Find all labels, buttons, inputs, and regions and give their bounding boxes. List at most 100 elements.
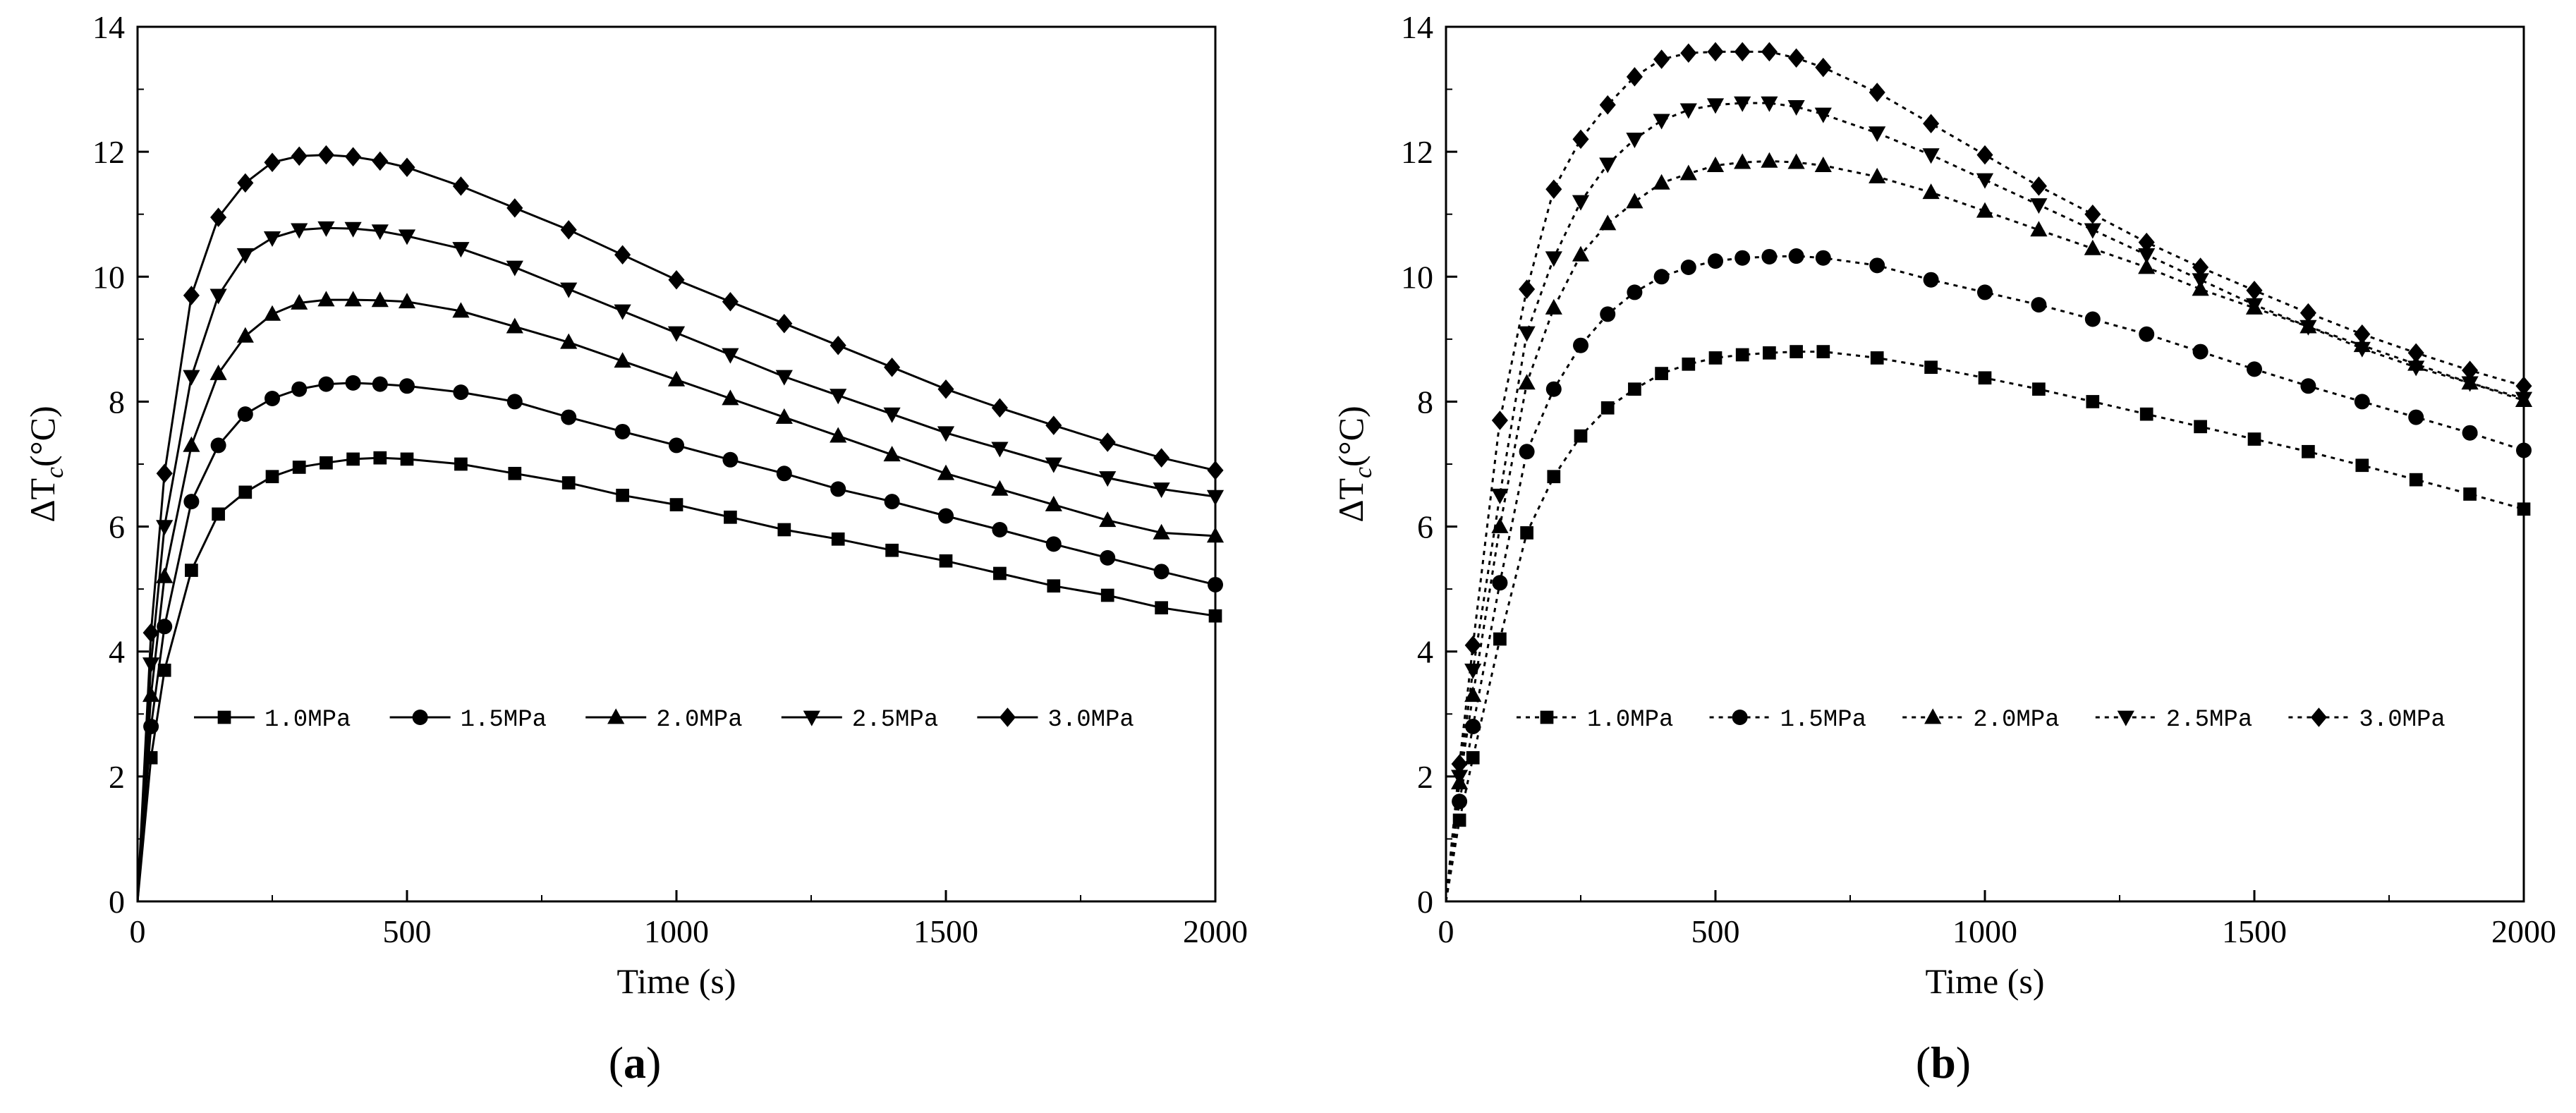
data-point (371, 224, 389, 241)
data-point (992, 522, 1008, 537)
data-point (345, 375, 361, 391)
data-point (830, 481, 846, 497)
data-point (2462, 425, 2478, 441)
data-point (2031, 297, 2047, 313)
data-point (561, 409, 577, 425)
data-point (346, 452, 360, 466)
x-tick-label: 500 (1691, 913, 1740, 949)
x-tick-label: 2000 (1183, 913, 1248, 949)
data-point (991, 480, 1009, 496)
data-point (2300, 378, 2316, 394)
data-point (1761, 248, 1778, 264)
data-point (2516, 442, 2532, 458)
data-point (776, 313, 793, 334)
data-point (830, 335, 846, 355)
series-2.5MPa (136, 221, 1225, 902)
data-point (1976, 173, 1994, 189)
y-tick-label: 8 (109, 384, 125, 420)
panel-label-open: ( (1916, 1038, 1931, 1088)
legend-marker (1924, 708, 1942, 724)
series-3.0MPa (1445, 42, 2532, 902)
data-point (939, 554, 953, 568)
legend-label: 2.0MPa (1973, 707, 2059, 734)
data-point (1653, 49, 1670, 69)
data-point (1626, 67, 1643, 87)
data-point (1465, 719, 1481, 734)
data-point (2515, 391, 2533, 408)
data-point (1708, 253, 1723, 269)
x-tick-label: 1500 (913, 913, 978, 949)
data-point (1976, 145, 1993, 165)
data-point (614, 423, 631, 439)
data-point (372, 376, 388, 392)
data-point (1923, 114, 1940, 134)
data-point (2138, 232, 2155, 253)
data-point (2246, 281, 2263, 300)
data-point (183, 494, 200, 510)
data-point (1600, 401, 1615, 415)
data-point (156, 463, 173, 484)
data-point (883, 446, 901, 462)
data-point (1153, 448, 1170, 468)
x-tick-label: 1000 (644, 913, 709, 949)
legend-marker (217, 710, 231, 724)
data-point (1706, 98, 1725, 114)
data-point (2299, 320, 2317, 336)
data-point (2030, 221, 2048, 237)
y-tick-label: 10 (1401, 259, 1433, 295)
data-point (317, 145, 334, 165)
data-point (142, 657, 160, 674)
data-point (2407, 360, 2425, 377)
data-point (830, 389, 847, 405)
data-point (2084, 223, 2101, 239)
data-point (1572, 195, 1590, 211)
data-point (1153, 482, 1170, 499)
x-tick-label: 0 (130, 913, 146, 949)
data-point (399, 157, 415, 178)
legend-label: 1.5MPa (1780, 707, 1866, 734)
data-point (561, 476, 576, 489)
data-point (1653, 269, 1670, 285)
legend-marker (2310, 707, 2327, 727)
x-tick-label: 1500 (2222, 913, 2287, 949)
x-tick-label: 1000 (1952, 913, 2017, 949)
data-point (1100, 549, 1116, 566)
data-point (1545, 298, 1562, 315)
data-point (722, 291, 739, 312)
data-point (1788, 48, 1805, 68)
data-point (1816, 345, 1830, 358)
data-point (991, 442, 1009, 458)
data-point (2194, 420, 2207, 434)
series-2.0MPa (1445, 152, 2533, 902)
data-point (212, 507, 225, 521)
x-axis-title: Time (s) (1925, 961, 2044, 1001)
data-point (2354, 324, 2371, 344)
data-point (452, 176, 469, 196)
data-point (1045, 495, 1062, 511)
data-point (616, 488, 629, 502)
data-point (1814, 156, 1832, 172)
data-point (1464, 663, 1482, 679)
y-axis-title-unit: (°C) (1331, 406, 1371, 467)
data-point (722, 389, 739, 406)
data-point (1574, 429, 1588, 443)
data-point (775, 408, 793, 424)
data-point (2517, 502, 2531, 516)
data-point (1045, 536, 1062, 552)
legend-marker (607, 708, 625, 724)
data-point (1815, 250, 1831, 266)
data-point (1464, 635, 1481, 655)
data-point (452, 302, 470, 318)
data-point (183, 436, 200, 452)
data-point (885, 543, 899, 557)
series-2.5MPa (1445, 96, 2533, 902)
series-2.0MPa (136, 291, 1225, 902)
data-point (937, 464, 955, 480)
data-point (1788, 248, 1804, 264)
x-tick-label: 500 (383, 913, 432, 949)
y-axis-title-unit: (°C) (23, 406, 62, 467)
y-axis-title-main: ΔT (23, 478, 62, 523)
data-point (1099, 432, 1116, 452)
data-point (884, 494, 900, 510)
data-point (209, 364, 227, 380)
